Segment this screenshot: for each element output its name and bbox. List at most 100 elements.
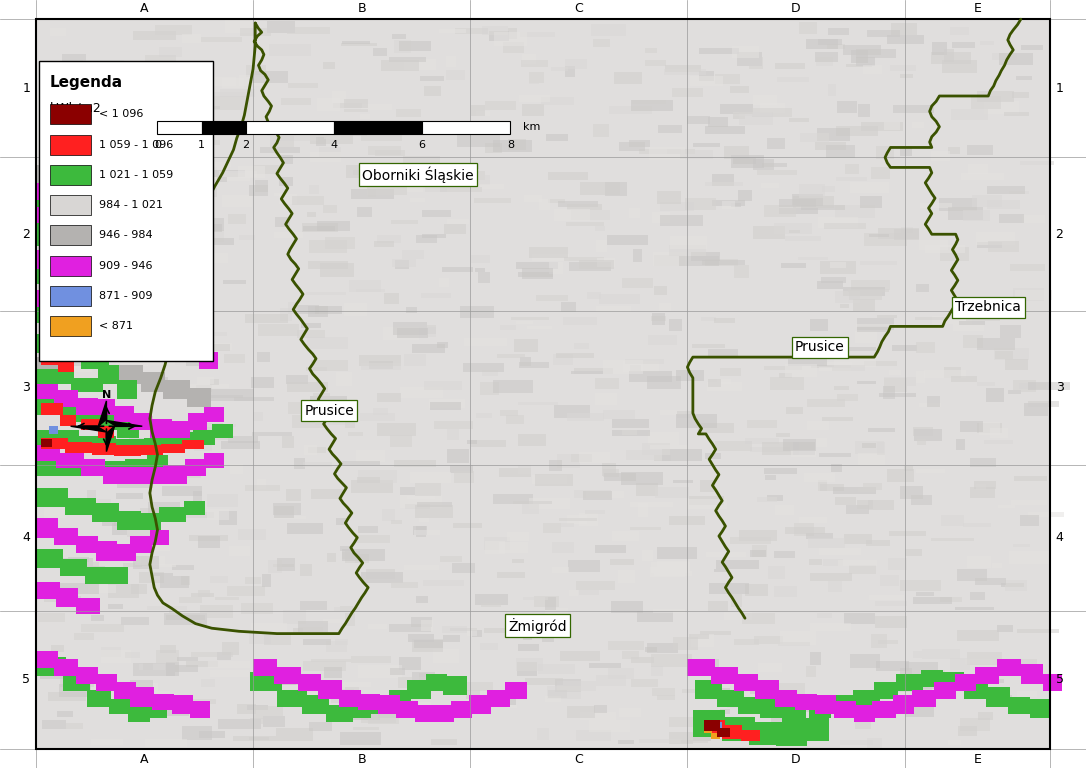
Bar	[580, 182, 620, 194]
Bar	[157, 334, 179, 353]
Bar	[96, 541, 117, 561]
Bar	[350, 129, 367, 136]
Bar	[45, 258, 59, 265]
Bar	[162, 303, 191, 310]
Bar	[783, 439, 817, 451]
Bar	[114, 406, 134, 422]
Bar	[54, 298, 78, 315]
Bar	[904, 466, 913, 471]
Bar	[41, 353, 61, 365]
Bar	[139, 513, 161, 530]
Bar	[798, 184, 825, 198]
Bar	[36, 290, 58, 307]
Bar	[432, 649, 458, 663]
Bar	[518, 644, 539, 650]
Bar	[311, 659, 352, 662]
Bar	[51, 226, 73, 234]
Bar	[593, 124, 609, 137]
Bar	[389, 690, 411, 707]
Bar	[921, 670, 943, 687]
Bar	[900, 668, 912, 675]
Bar	[50, 225, 91, 246]
Bar	[685, 198, 717, 210]
Bar	[954, 324, 984, 331]
Bar	[355, 535, 390, 543]
Bar	[839, 304, 848, 308]
Bar	[49, 426, 58, 434]
Bar	[929, 670, 945, 673]
Bar	[547, 686, 581, 699]
Bar	[65, 442, 92, 453]
Bar	[472, 630, 482, 637]
Bar	[422, 580, 464, 586]
Bar	[720, 709, 730, 714]
Bar	[367, 187, 407, 194]
Bar	[845, 164, 859, 174]
Bar	[306, 292, 346, 295]
Bar	[80, 248, 123, 254]
Text: 6: 6	[419, 140, 426, 150]
Bar	[837, 101, 857, 113]
Bar	[41, 438, 68, 449]
Bar	[795, 694, 817, 710]
Bar	[976, 382, 995, 386]
Bar	[917, 468, 945, 473]
Bar	[392, 34, 406, 39]
Bar	[168, 607, 177, 619]
Bar	[129, 438, 163, 449]
Bar	[442, 267, 472, 272]
Bar	[900, 581, 942, 591]
Bar	[76, 307, 98, 323]
Bar	[439, 28, 466, 33]
Bar	[85, 567, 109, 584]
Bar	[68, 127, 103, 132]
Bar	[781, 263, 806, 268]
Bar	[350, 121, 390, 127]
Bar	[884, 122, 900, 130]
Bar	[375, 150, 405, 156]
Bar	[595, 306, 631, 312]
Bar	[206, 170, 244, 177]
Bar	[782, 705, 806, 722]
Bar	[313, 392, 330, 404]
Bar	[161, 644, 176, 653]
Bar	[269, 137, 294, 149]
Bar	[114, 439, 147, 453]
Bar	[310, 152, 341, 162]
Bar	[851, 280, 891, 290]
Bar	[453, 523, 481, 528]
Bar	[992, 53, 1016, 60]
Bar	[351, 480, 392, 492]
Bar	[779, 641, 810, 646]
Bar	[301, 564, 312, 577]
Bar	[690, 496, 724, 505]
Bar	[323, 619, 351, 623]
Bar	[317, 98, 340, 111]
Bar	[738, 697, 762, 714]
Bar	[950, 676, 983, 681]
Bar	[774, 683, 805, 696]
Bar	[655, 487, 690, 498]
Bar	[698, 48, 740, 54]
Bar	[143, 357, 175, 365]
Bar	[560, 651, 601, 661]
Bar	[801, 205, 845, 210]
Bar	[56, 261, 84, 276]
Bar	[210, 670, 249, 677]
Bar	[652, 666, 662, 676]
Bar	[50, 256, 91, 276]
Bar	[334, 607, 359, 611]
Bar	[404, 59, 437, 71]
Bar	[288, 402, 305, 414]
Bar	[997, 625, 1013, 632]
Bar	[306, 337, 348, 349]
Bar	[835, 177, 867, 181]
Bar	[835, 700, 847, 706]
Bar	[821, 276, 846, 283]
Bar	[125, 294, 152, 306]
Bar	[808, 538, 845, 548]
Bar	[245, 314, 288, 323]
Bar	[855, 707, 874, 710]
Bar	[889, 65, 917, 71]
Bar	[1011, 500, 1047, 505]
